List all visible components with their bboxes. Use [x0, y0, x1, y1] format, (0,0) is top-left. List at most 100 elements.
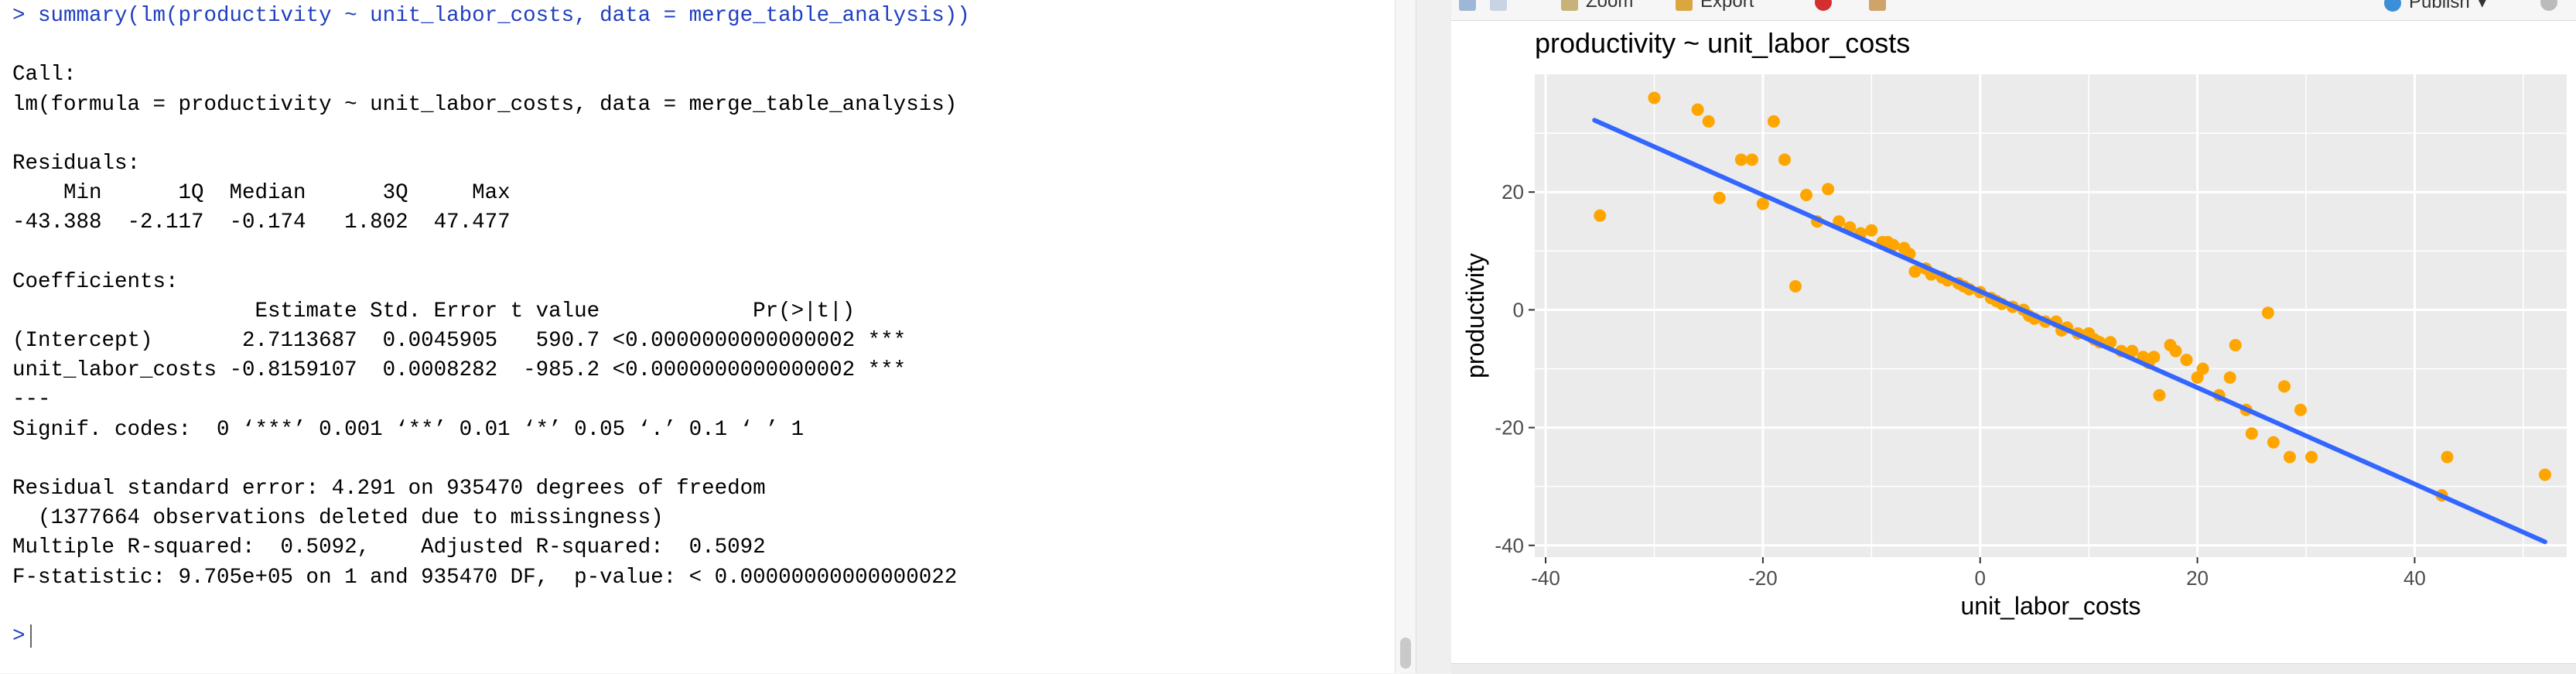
data-point [1789, 279, 1802, 293]
pane-splitter[interactable] [1416, 0, 1453, 673]
plots-pane: Zoom Export Publish ▾ productivity ~ unit… [1451, 0, 2576, 673]
data-point [2223, 371, 2236, 384]
x-tick-label: 0 [1974, 566, 1985, 590]
data-point [2126, 344, 2139, 358]
broom-icon [1869, 0, 1886, 11]
x-tick-label: 40 [2403, 566, 2426, 590]
console-output: > summary(lm(productivity ~ unit_labor_c… [12, 2, 970, 652]
console-line: Min 1Q Median 3Q Max [12, 181, 524, 206]
plots-toolbar: Zoom Export Publish ▾ [1451, 0, 2576, 21]
data-point [1833, 215, 1846, 228]
console-pane[interactable]: > summary(lm(productivity ~ unit_labor_c… [0, 0, 1416, 673]
console-line: lm(formula = productivity ~ unit_labor_c… [12, 92, 958, 117]
data-point [2147, 351, 2161, 364]
minor-gridlines [1535, 74, 2567, 557]
data-point [1691, 103, 1704, 116]
data-point [1713, 191, 1726, 204]
console-line [12, 445, 970, 474]
data-point [2153, 388, 2166, 402]
data-point [1822, 183, 1835, 196]
data-point [2267, 436, 2280, 449]
y-axis-ticks: -40 -20 0 20 [1495, 180, 1535, 557]
regression-line [1592, 118, 2547, 545]
data-point [2180, 354, 2193, 367]
data-point [1745, 153, 1758, 166]
publish-icon [2384, 0, 2401, 12]
console-line: Estimate Std. Error t value Pr(>|t|) [12, 299, 907, 323]
data-point [1594, 209, 1607, 222]
publish-label: Publish [2409, 0, 2470, 12]
console-line: Call: [12, 63, 77, 87]
data-point [2169, 344, 2182, 358]
y-tick-label: -40 [1495, 534, 1524, 557]
data-point [1908, 265, 1922, 278]
console-line: Multiple R-squared: 0.5092, Adjusted R-s… [12, 535, 779, 560]
scatter-plot: productivity ~ unit_labor_costs -40 -20 0 2… [1461, 27, 2567, 620]
data-point [1800, 189, 1813, 201]
console-line [12, 238, 970, 268]
console-line: Signif. codes: 0 ‘***’ 0.001 ‘**’ 0.01 ‘… [12, 417, 805, 442]
console-input-line[interactable]: > [12, 622, 970, 652]
data-point [2538, 468, 2551, 481]
data-point [2294, 403, 2307, 416]
clear-plot-button[interactable] [1815, 0, 1840, 12]
export-button[interactable]: Export [1676, 0, 1754, 12]
data-point [1767, 115, 1780, 128]
data-point [1756, 197, 1769, 210]
data-point [2441, 450, 2454, 464]
x-axis-ticks: -40 -20 0 20 40 [1531, 557, 2426, 590]
zoom-label: Zoom [1586, 0, 1634, 12]
y-tick-label: 0 [1513, 298, 1524, 321]
console-line [12, 120, 970, 149]
console-scrollbar-thumb[interactable] [1400, 638, 1411, 669]
data-point [2191, 371, 2204, 384]
zoom-icon [1561, 0, 1578, 11]
console-line: (1377664 observations deleted due to mis… [12, 506, 664, 531]
major-gridlines [1535, 74, 2567, 557]
back-arrow-icon[interactable] [1459, 0, 1484, 12]
export-icon [1676, 0, 1693, 11]
console-prompt: > [12, 624, 26, 648]
console-line: Residual standard error: 4.291 on 935470… [12, 477, 766, 501]
refresh-icon[interactable] [2540, 0, 2565, 12]
data-point [2229, 339, 2242, 352]
chart-title: productivity ~ unit_labor_costs [1535, 27, 1910, 59]
x-tick-label: -20 [1748, 566, 1778, 590]
console-line: Residuals: [12, 151, 141, 176]
data-point [2283, 450, 2296, 464]
console-scrollbar[interactable] [1395, 0, 1416, 673]
console-line: F-statistic: 9.705e+05 on 1 and 935470 D… [12, 565, 958, 590]
data-point [2277, 380, 2291, 393]
y-tick-label: 20 [1502, 180, 1524, 204]
export-label: Export [1700, 0, 1754, 12]
data-point [1734, 153, 1748, 166]
zoom-button[interactable]: Zoom [1561, 0, 1633, 12]
forward-arrow-icon[interactable] [1490, 0, 1515, 12]
data-point [1702, 115, 1715, 128]
y-tick-label: -20 [1495, 416, 1524, 440]
console-line: unit_labor_costs -0.8159107 0.0008282 -9… [12, 358, 907, 383]
y-axis-label: productivity [1461, 253, 1489, 378]
data-point [2196, 362, 2209, 375]
data-point [2261, 306, 2274, 320]
console-line: --- [12, 388, 51, 412]
x-axis-label: unit_labor_costs [1960, 592, 2140, 620]
console-line [12, 31, 970, 60]
x-tick-label: -40 [1531, 566, 1560, 590]
data-point [1887, 238, 1900, 251]
publish-button[interactable]: Publish ▾ [2384, 0, 2487, 13]
x-tick-label: 20 [2186, 566, 2209, 590]
text-cursor [29, 624, 32, 648]
data-point [1648, 91, 1661, 104]
console-line: (Intercept) 2.7113687 0.0045905 590.7 <0… [12, 329, 907, 354]
broom-button[interactable] [1869, 0, 1894, 12]
data-point [1865, 224, 1878, 237]
console-line: > summary(lm(productivity ~ unit_labor_c… [12, 4, 970, 28]
data-point [2245, 427, 2258, 440]
data-point [2305, 450, 2318, 464]
chevron-down-icon: ▾ [2477, 0, 2487, 12]
status-strip [1451, 663, 2576, 674]
console-line: Coefficients: [12, 269, 179, 294]
console-line [12, 593, 970, 622]
data-point [1778, 153, 1791, 166]
